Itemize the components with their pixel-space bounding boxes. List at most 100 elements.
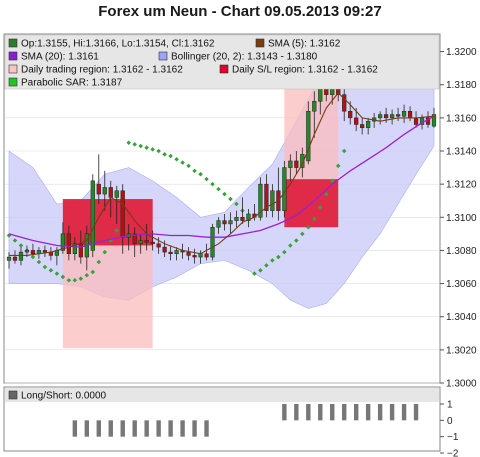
y-tick-label: 1.3140 [446,147,477,158]
candle-down [240,217,245,221]
candle-down [342,94,347,112]
long-bar [389,404,395,421]
candle-down [12,256,18,261]
candle-up [288,160,293,168]
long-bar [365,404,371,421]
short-bar [108,420,113,437]
sar-point [264,263,269,268]
sar-point [335,163,341,169]
candle-down [186,251,191,256]
sar-point [276,254,281,260]
legend-swatch-sl-region [219,64,229,74]
candle-up [18,251,24,261]
candle-down [156,243,161,248]
indicator-swatch [8,390,18,400]
candle-up [6,256,12,261]
y-tick-label: 1.3160 [446,113,477,124]
legend-bollinger: Bollinger (20, 2): 1.3143 - 1.3180 [171,52,318,63]
y-tick-label: 1.3100 [446,213,477,224]
sl-region [62,199,153,246]
long-bar [377,404,383,421]
long-bar [282,404,287,421]
ind-y-tick-label: 0 [447,416,453,427]
ind-y-tick-label: −1 [447,432,459,443]
indicator-bars [72,404,419,437]
legend-trading-region: Daily trading region: 1.3162 - 1.3162 [21,65,183,76]
candle-up [389,114,395,119]
candle-down [413,117,419,125]
ind-y-tick-label: −2 [447,449,459,457]
legend-swatch-bollinger [158,51,168,61]
long-bar [294,404,299,421]
sar-point [270,258,275,263]
long-bar [413,404,419,421]
candle-up [431,114,437,127]
sar-point [252,271,257,276]
candle-down [354,117,359,125]
candle-up [306,110,311,162]
ind-y-tick-label: 1 [447,400,453,411]
candle-down [348,110,353,119]
y-tick-label: 1.3180 [446,80,477,91]
candle-down [42,250,48,253]
candle-up [138,240,143,245]
legend-swatch-sma5 [255,38,265,48]
main-panel: 1.3000 1.3020 1.3040 1.3060 1.3080 1.3100 1.31… [3,33,477,390]
indicator-panel: Long/Short: 0.0000 −2 −1 0 1 [3,386,459,457]
sar-point [318,205,323,210]
y-tick-label: 1.3080 [446,246,477,257]
candle-down [384,114,389,119]
candle-down [96,183,101,195]
candle-up [210,226,215,258]
sar-point [282,249,287,255]
y-tick-label: 1.3200 [446,47,477,58]
sma5-line [9,92,435,256]
sar-point [323,191,329,197]
short-bar [168,420,173,437]
short-bar [132,420,137,437]
sar-point [329,178,335,184]
legend-swatch-trading-region [8,64,18,74]
sma20-line [8,115,435,248]
candle-up [318,87,323,102]
candle-up [102,187,107,195]
legend: Op:1.3155, Hi:1.3166, Lo:1.3154, Cl:1.31… [4,34,440,90]
candle-down [360,124,365,129]
candle-up [72,243,77,254]
candle-up [282,167,287,211]
y-tick-label: 1.3040 [446,312,477,323]
short-bar [72,420,78,437]
candle-down [407,110,413,119]
candle-up [401,110,407,117]
candle-up [216,220,221,228]
legend-swatch-ohlc [8,38,18,48]
indicator-label: Long/Short: 0.0000 [21,391,107,402]
candle-up [24,250,30,253]
candle-down [144,240,149,243]
candle-down [395,114,401,117]
candle-down [192,255,197,258]
short-bar [156,420,161,437]
regions [62,78,339,349]
legend-swatch-sma20 [8,51,18,61]
long-bar [306,404,311,421]
sma-lines [8,92,435,256]
indicator-y-axis: −2 −1 0 1 [440,400,459,457]
candle-up [378,114,383,119]
short-bar [204,420,209,437]
legend-sma20: SMA (20): 1.3161 [21,52,99,63]
sar-point [18,243,24,248]
candle-down [108,187,113,198]
candle-down [120,190,125,238]
candle-up [114,190,119,198]
candle-down [132,233,137,245]
short-bar [144,420,149,437]
candle-down [168,251,173,254]
candle-up [246,213,251,221]
y-tick-label: 1.3000 [446,379,477,390]
short-bar [120,420,125,437]
candle-down [204,253,209,258]
long-bar [342,404,347,421]
legend-sl-region: Daily S/L region: 1.3162 - 1.3162 [232,65,378,76]
sar-point [258,268,263,273]
